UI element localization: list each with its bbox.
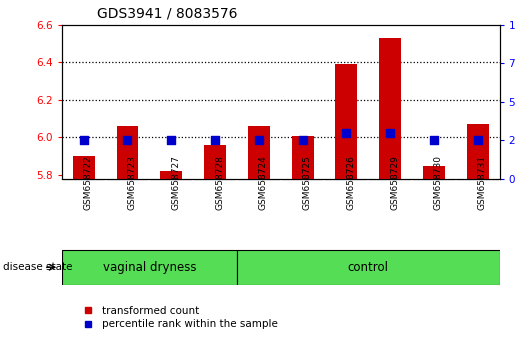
Bar xyxy=(379,38,401,179)
Text: GSM658730: GSM658730 xyxy=(434,155,443,210)
Point xyxy=(79,137,88,143)
Text: GSM658729: GSM658729 xyxy=(390,155,399,210)
Bar xyxy=(248,126,270,179)
Point xyxy=(430,137,438,143)
Bar xyxy=(423,166,445,179)
Point xyxy=(255,137,263,143)
Point xyxy=(124,137,132,143)
Text: control: control xyxy=(348,261,389,274)
Text: disease state: disease state xyxy=(3,262,72,272)
Text: GSM658723: GSM658723 xyxy=(128,155,136,210)
Text: GSM658726: GSM658726 xyxy=(346,155,355,210)
Point xyxy=(386,130,394,136)
Bar xyxy=(335,64,357,179)
Point xyxy=(211,137,219,143)
Text: vaginal dryness: vaginal dryness xyxy=(102,261,196,274)
Bar xyxy=(116,126,139,179)
Bar xyxy=(62,250,237,285)
Text: GSM658724: GSM658724 xyxy=(259,155,268,210)
Bar xyxy=(204,145,226,179)
Bar xyxy=(291,136,314,179)
Legend: transformed count, percentile rank within the sample: transformed count, percentile rank withi… xyxy=(77,306,278,329)
Bar xyxy=(467,124,489,179)
Bar xyxy=(237,250,500,285)
Bar xyxy=(73,156,95,179)
Bar xyxy=(160,171,182,179)
Point xyxy=(167,137,175,143)
Point xyxy=(474,137,482,143)
Text: GSM658725: GSM658725 xyxy=(303,155,312,210)
Text: GSM658728: GSM658728 xyxy=(215,155,224,210)
Text: GDS3941 / 8083576: GDS3941 / 8083576 xyxy=(97,7,237,21)
Text: GSM658727: GSM658727 xyxy=(171,155,180,210)
Point xyxy=(299,137,307,143)
Point xyxy=(342,130,350,136)
Text: GSM658731: GSM658731 xyxy=(478,155,487,210)
Text: GSM658722: GSM658722 xyxy=(83,155,93,210)
